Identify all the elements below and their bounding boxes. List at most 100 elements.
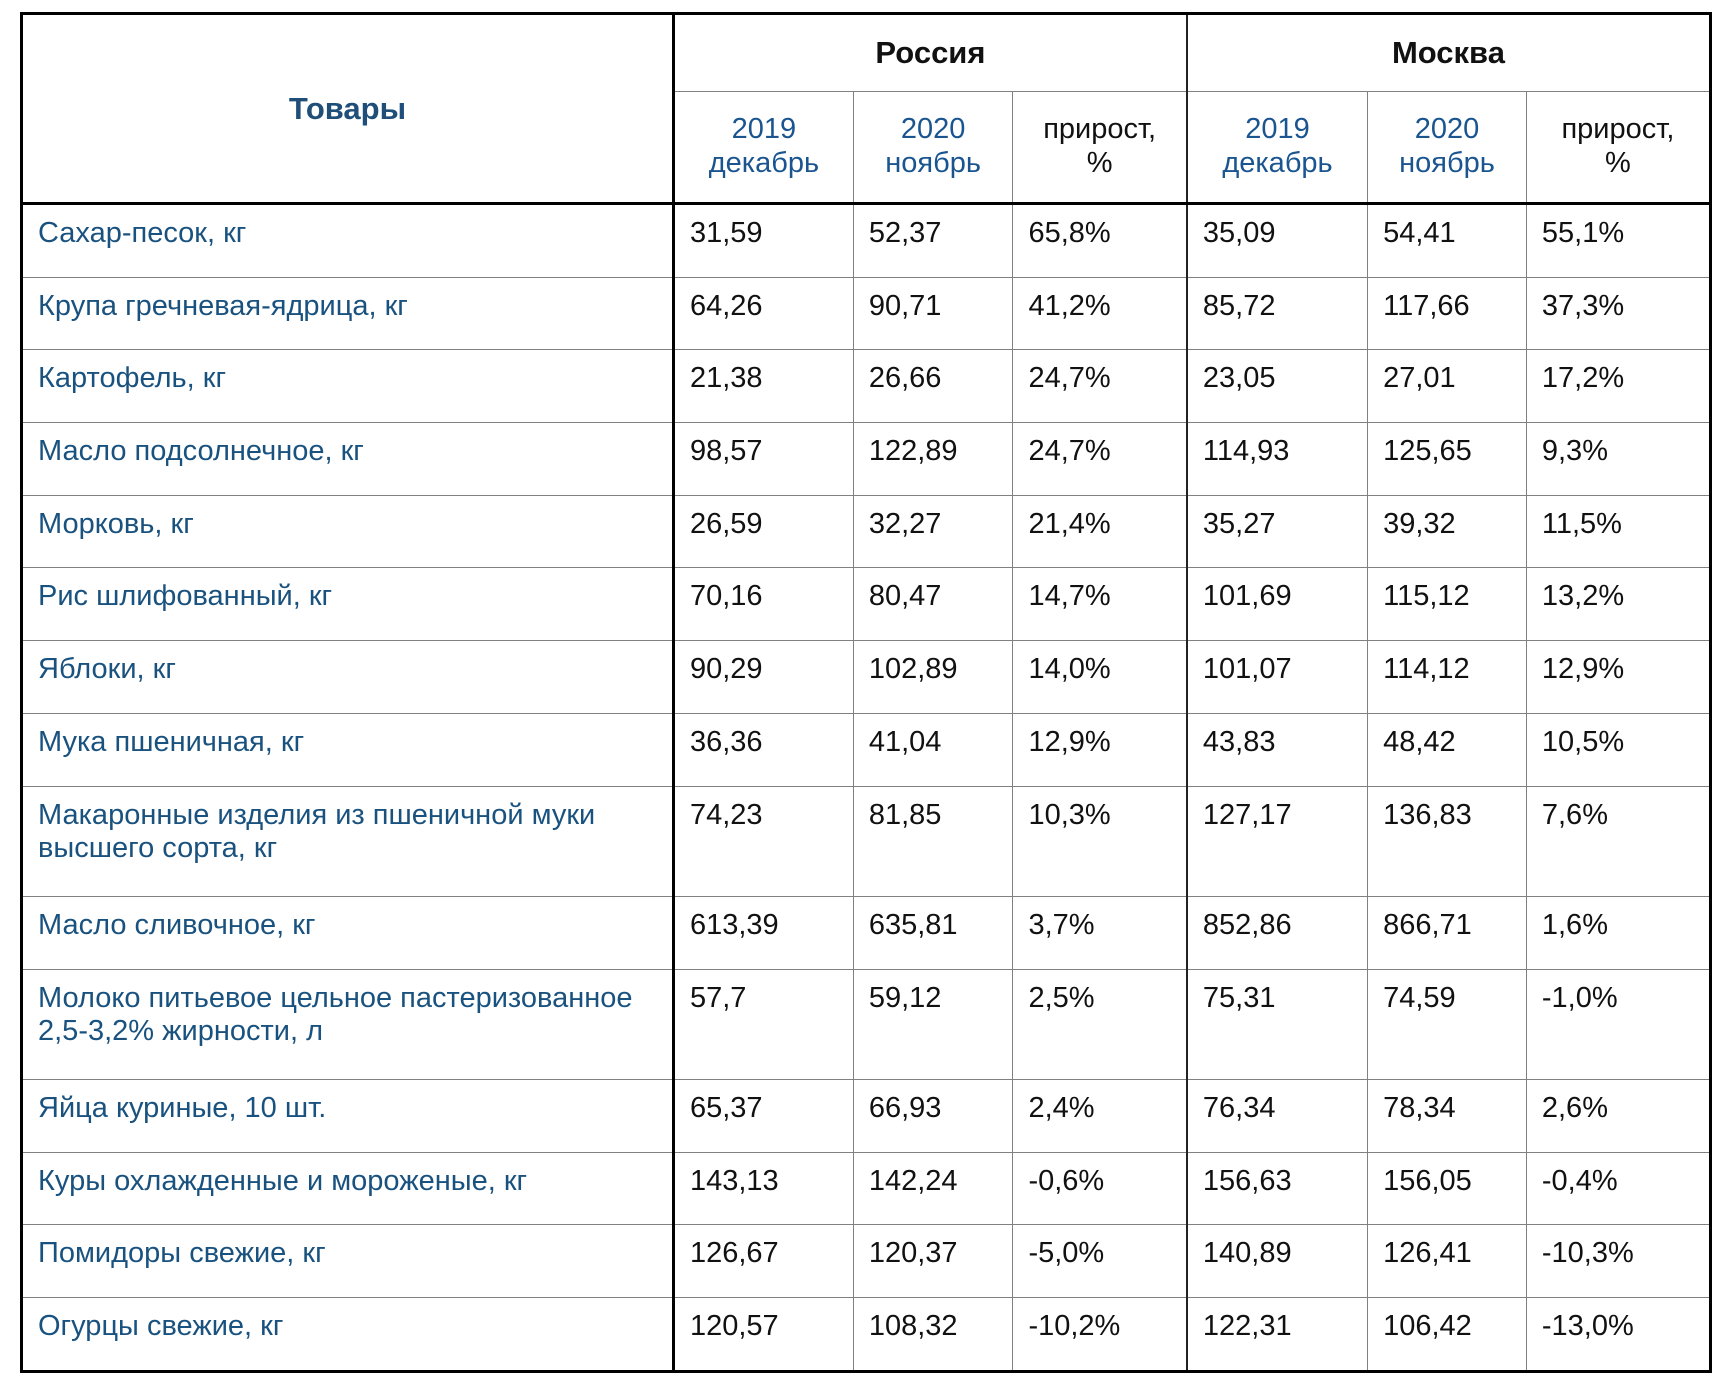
product-name-cell: Помидоры свежие, кг (21, 1224, 675, 1299)
value-cell: 70,16 (672, 567, 854, 642)
table-row: Крупа гречневая-ядрица, кг 64,26 90,71 41,2… (21, 276, 1712, 351)
table-body: Сахар-песок, кг 31,59 52,37 65,8% 35,09 54,41… (21, 203, 1712, 1372)
product-name-cell: Куры охлажденные и мороженые, кг (21, 1151, 675, 1226)
group-header-moscow: Москва (1186, 13, 1711, 92)
subheader-cell: прирост,% (1012, 91, 1188, 205)
value-cell: 127,17 (1186, 785, 1369, 897)
value-cell: 41,2% (1012, 276, 1188, 351)
product-name-cell: Морковь, кг (21, 494, 675, 569)
value-cell: 101,07 (1186, 640, 1369, 714)
value-cell: 126,41 (1367, 1224, 1527, 1299)
value-cell: 26,66 (852, 349, 1014, 424)
subheader-line: 2020 (900, 113, 966, 146)
value-cell: 66,93 (852, 1079, 1014, 1153)
product-name-cell: Огурцы свежие, кг (21, 1297, 675, 1372)
value-cell: 54,41 (1367, 203, 1527, 278)
value-cell: 31,59 (672, 203, 854, 278)
subheader-cell: 2019 декабрь (672, 91, 854, 205)
value-cell: 35,09 (1186, 203, 1369, 278)
value-cell: 114,12 (1367, 640, 1527, 714)
value-cell: 10,3% (1012, 785, 1188, 897)
subheader-line: ноябрь (885, 147, 981, 179)
table-row: Сахар-песок, кг 31,59 52,37 65,8% 35,09 54,41… (21, 203, 1712, 278)
value-cell: -5,0% (1012, 1224, 1188, 1299)
price-comparison-table: Товары Россия Москва 2019 декабрь 2020 нояб… (20, 12, 1712, 1373)
value-cell: 39,32 (1367, 494, 1527, 569)
value-cell: 106,42 (1367, 1297, 1527, 1372)
value-cell: 140,89 (1186, 1224, 1369, 1299)
value-cell: -1,0% (1525, 968, 1712, 1081)
value-cell: 59,12 (852, 968, 1014, 1081)
product-name-cell: Молоко питьевое цельное пастеризованное … (21, 968, 675, 1081)
value-cell: 90,29 (672, 640, 854, 714)
value-cell: 65,8% (1012, 203, 1188, 278)
product-name-cell: Яблоки, кг (21, 640, 675, 714)
value-cell: 36,36 (672, 712, 854, 787)
value-cell: 64,26 (672, 276, 854, 351)
value-cell: 122,31 (1186, 1297, 1369, 1372)
value-cell: 156,63 (1186, 1151, 1369, 1226)
value-cell: 21,38 (672, 349, 854, 424)
value-cell: 78,34 (1367, 1079, 1527, 1153)
value-cell: 35,27 (1186, 494, 1369, 569)
value-cell: 2,6% (1525, 1079, 1712, 1153)
value-cell: 852,86 (1186, 895, 1369, 970)
product-name-cell: Яйца куриные, 10 шт. (21, 1079, 675, 1153)
subheader-row: 2019 декабрь 2020 ноябрь прирост,% 2019 декабр… (22, 91, 1712, 205)
subheader-line: % (1086, 147, 1113, 179)
value-cell: 136,83 (1367, 785, 1527, 897)
value-cell: 76,34 (1186, 1079, 1369, 1153)
value-cell: -13,0% (1525, 1297, 1712, 1372)
table-row: Картофель, кг 21,38 26,66 24,7% 23,05 27,01 17… (21, 349, 1712, 424)
value-cell: 7,6% (1525, 785, 1712, 897)
value-cell: 114,93 (1186, 422, 1369, 496)
value-cell: 14,7% (1012, 567, 1188, 642)
subheader-line: 2019 (1245, 113, 1310, 146)
product-name-cell: Рис шлифованный, кг (21, 567, 675, 642)
value-cell: 2,4% (1012, 1079, 1188, 1153)
table-row: Огурцы свежие, кг 120,57 108,32 -10,2% 122,3… (21, 1297, 1712, 1372)
value-cell: 120,57 (672, 1297, 854, 1372)
product-name-cell: Мука пшеничная, кг (21, 712, 675, 787)
value-cell: -0,4% (1525, 1151, 1712, 1226)
table-row: Молоко питьевое цельное пастеризованное … (21, 968, 1712, 1081)
value-cell: 126,67 (672, 1224, 854, 1299)
value-cell: 24,7% (1012, 422, 1188, 496)
subheader-line: ноябрь (1399, 147, 1495, 179)
value-cell: 90,71 (852, 276, 1014, 351)
value-cell: -0,6% (1012, 1151, 1188, 1226)
product-name-cell: Макаронные изделия из пшеничной муки выс… (21, 785, 675, 897)
value-cell: 48,42 (1367, 712, 1527, 787)
value-cell: 102,89 (852, 640, 1014, 714)
table-row: Яйца куриные, 10 шт. 65,37 66,93 2,4% 76,34 7… (21, 1079, 1712, 1153)
subheader-line: декабрь (708, 147, 820, 179)
value-cell: 866,71 (1367, 895, 1527, 970)
value-cell: 108,32 (852, 1297, 1014, 1372)
subheader-cell: 2020 ноябрь (1367, 91, 1527, 205)
value-cell: 98,57 (672, 422, 854, 496)
value-cell: 101,69 (1186, 567, 1369, 642)
value-cell: 24,7% (1012, 349, 1188, 424)
table-row: Помидоры свежие, кг 126,67 120,37 -5,0% 140,… (21, 1224, 1712, 1299)
table-row: Морковь, кг 26,59 32,27 21,4% 35,27 39,32 11,5… (21, 494, 1712, 569)
product-name-cell: Масло сливочное, кг (21, 895, 675, 970)
product-name-cell: Картофель, кг (21, 349, 675, 424)
value-cell: 11,5% (1525, 494, 1712, 569)
product-name-cell: Сахар-песок, кг (21, 203, 675, 278)
value-cell: 143,13 (672, 1151, 854, 1226)
table-row: Макаронные изделия из пшеничной муки выс… (21, 785, 1712, 897)
subheader-cell: 2019 декабрь (1186, 91, 1369, 205)
table-header: Товары Россия Москва 2019 декабрь 2020 нояб… (21, 13, 1712, 205)
value-cell: -10,3% (1525, 1224, 1712, 1299)
subheader-line: декабрь (1222, 147, 1333, 179)
group-header-row: Товары Россия Москва (21, 13, 1711, 205)
products-column-header: Товары (21, 13, 675, 205)
value-cell: 65,37 (672, 1079, 854, 1153)
value-cell: 41,04 (852, 712, 1014, 787)
value-cell: 80,47 (852, 567, 1014, 642)
product-name-cell: Масло подсолнечное, кг (21, 422, 675, 496)
value-cell: 81,85 (852, 785, 1014, 897)
value-cell: 12,9% (1012, 712, 1188, 787)
value-cell: 13,2% (1525, 567, 1712, 642)
